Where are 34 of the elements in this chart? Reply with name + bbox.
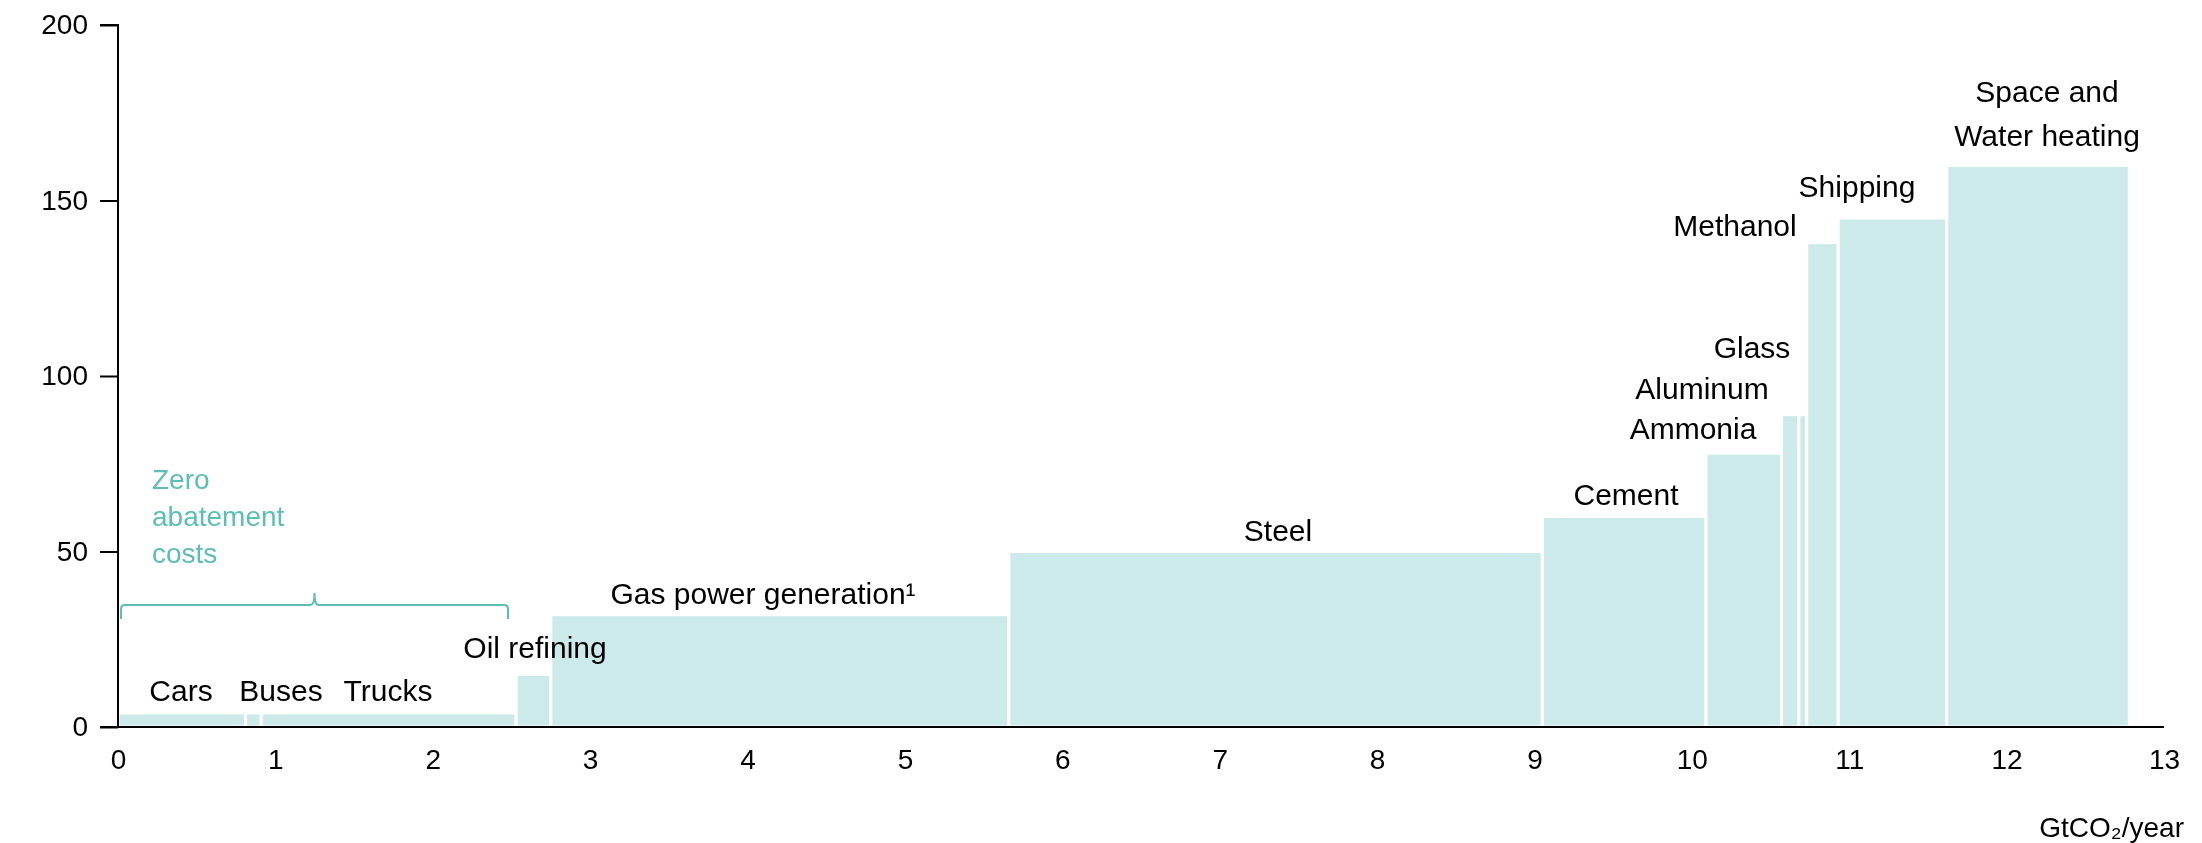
- annotation: Oil refining: [463, 631, 607, 664]
- x-tick-label: 13: [2148, 743, 2181, 775]
- x-tick-label: 8: [1369, 743, 1386, 775]
- annotation: Space and Water heating: [1954, 75, 2140, 152]
- annotation: Shipping: [1798, 170, 1916, 203]
- annotation: Methanol: [1673, 209, 1797, 242]
- y-tick-label: 50: [56, 535, 88, 567]
- y-tick-label: 200: [41, 9, 88, 41]
- annotation: Buses: [239, 674, 323, 707]
- x-axis-title: GtCO₂/year: [2039, 812, 2184, 843]
- y-tick-label: 150: [41, 184, 88, 216]
- annotation: Zero abatement costs: [152, 464, 285, 569]
- x-tick-label: 9: [1527, 743, 1543, 775]
- x-tick-label: 7: [1212, 743, 1228, 775]
- annotation: Ammonia: [1629, 412, 1757, 445]
- annotation: Steel: [1243, 514, 1313, 547]
- x-tick-label: 1: [268, 743, 284, 775]
- annotation: Cars: [149, 674, 213, 707]
- x-tick-label: 5: [897, 743, 914, 775]
- annotation: Glass: [1713, 331, 1791, 364]
- x-tick-label: 0: [110, 743, 127, 775]
- x-tick-label: 10: [1676, 743, 1708, 775]
- annotation: Aluminum: [1635, 372, 1769, 405]
- y-tick-label: 100: [41, 360, 88, 392]
- annotation: Trucks: [343, 674, 433, 707]
- x-tick-label: 11: [1835, 743, 1865, 775]
- x-tick-label: 3: [582, 743, 599, 775]
- y-tick-label: 0: [72, 711, 88, 743]
- x-tick-label: 2: [425, 743, 442, 775]
- x-tick-label: 4: [740, 743, 756, 775]
- annotation: Cement: [1573, 478, 1680, 511]
- annotation: Gas power generation¹: [610, 577, 916, 610]
- x-tick-label: 6: [1055, 743, 1071, 775]
- x-tick-label: 12: [1991, 743, 2023, 775]
